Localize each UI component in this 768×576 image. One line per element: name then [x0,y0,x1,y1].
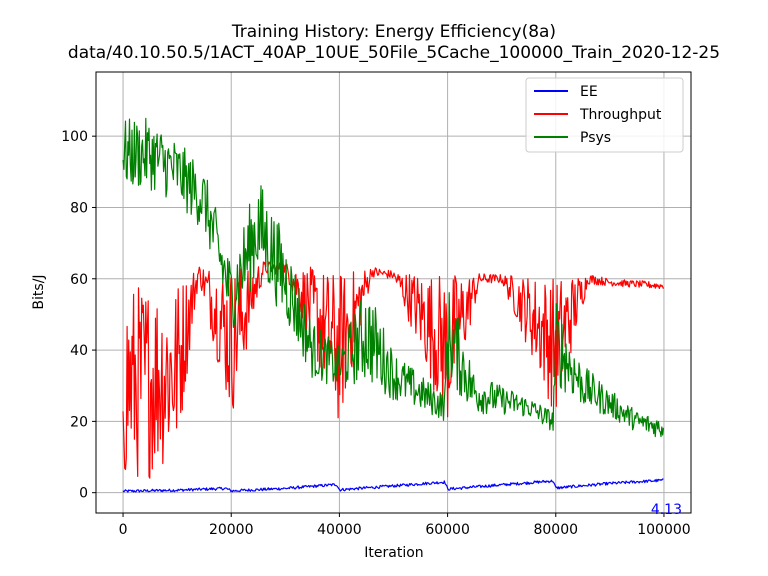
legend-box [525,77,684,153]
y-axis-label: Bits/J [31,274,47,309]
plot-series-group [122,117,664,493]
x-tick-label: 40000 [317,522,362,538]
series-line-psys [122,117,664,438]
final-value-annotation: 4.13 [651,502,682,518]
legend-label-ee: EE [580,84,598,100]
y-tick-label: 0 [79,486,88,502]
axes-frame [95,71,692,514]
y-axis-ticks: 0 20 40 60 80 100 [61,129,96,502]
legend: EE Throughput Psys [525,77,684,153]
y-tick-label: 100 [61,129,88,145]
series-line-throughput [122,261,664,479]
y-tick-label: 60 [70,272,88,288]
x-tick-label: 100000 [637,522,690,538]
y-tick-label: 80 [70,200,88,216]
x-axis-ticks: 0 20000 40000 60000 80000 100000 [119,513,691,538]
x-tick-label: 80000 [533,522,578,538]
x-tick-label: 0 [119,522,128,538]
y-tick-label: 40 [70,343,88,359]
legend-label-throughput: Throughput [579,107,662,123]
x-axis-label: Iteration [364,545,423,561]
chart-title: Training History: Energy Efficiency(8a) [231,22,556,42]
y-tick-label: 20 [70,414,88,430]
series-line-ee [122,478,664,493]
chart-subtitle: data/40.10.50.5/1ACT_40AP_10UE_50File_5C… [68,43,720,63]
legend-label-psys: Psys [580,130,611,146]
x-tick-label: 60000 [425,522,470,538]
x-tick-label: 20000 [209,522,254,538]
